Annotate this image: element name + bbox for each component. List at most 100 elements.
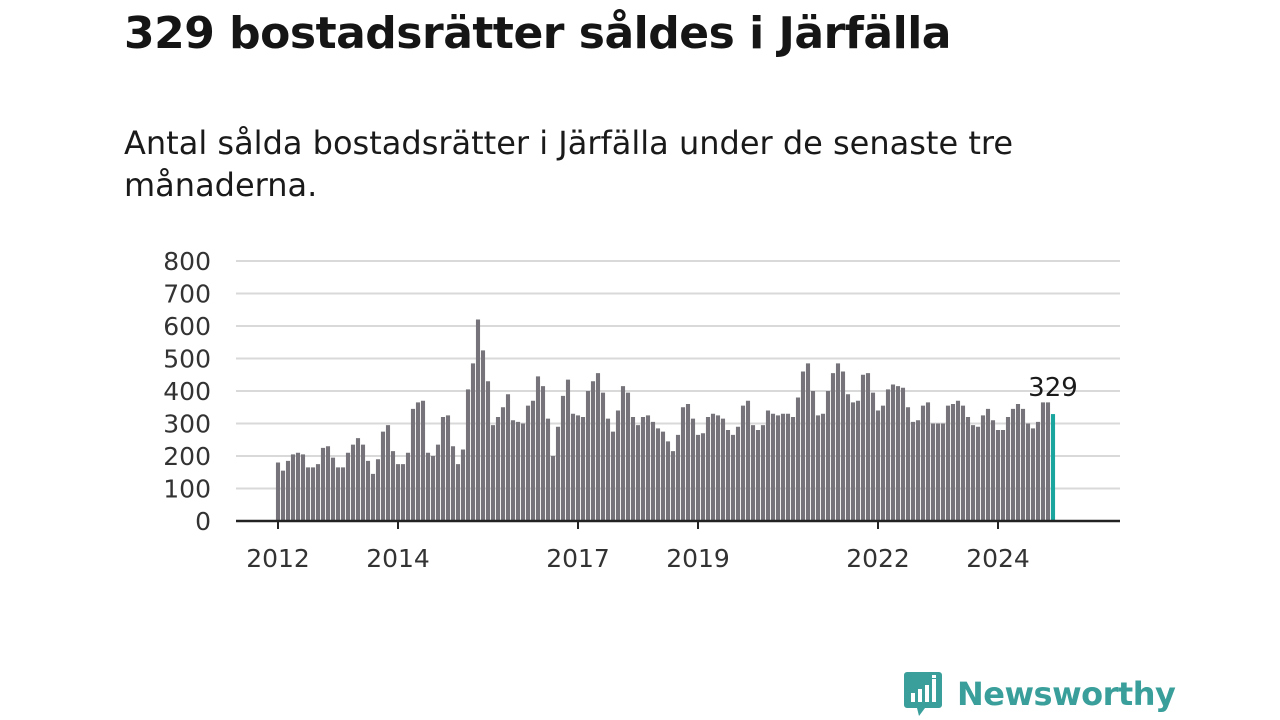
- y-tick-label: 600: [163, 312, 211, 341]
- bar: [290, 454, 296, 522]
- bar: [1035, 421, 1041, 522]
- bar: [530, 400, 536, 521]
- bar: [840, 371, 846, 521]
- bar: [520, 423, 526, 521]
- bar: [990, 420, 996, 521]
- bar: [810, 391, 816, 521]
- bar: [430, 456, 436, 521]
- bar: [495, 417, 501, 521]
- bar: [665, 441, 671, 522]
- bar: [590, 381, 596, 521]
- bar: [305, 467, 311, 522]
- bar: [465, 389, 471, 522]
- bar: [890, 384, 896, 521]
- bar: [505, 394, 511, 521]
- bar: [905, 407, 911, 521]
- bar: [895, 386, 901, 522]
- bar: [805, 363, 811, 522]
- bar: [1025, 423, 1031, 521]
- bar: [705, 417, 711, 521]
- bar: [755, 430, 761, 521]
- bar: [605, 418, 611, 522]
- bar: [885, 389, 891, 522]
- bar: [975, 426, 981, 521]
- bar: [915, 420, 921, 521]
- bar: [460, 449, 466, 521]
- bar: [330, 457, 336, 522]
- bar: [775, 415, 781, 522]
- bar: [900, 387, 906, 521]
- bar: [630, 417, 636, 521]
- bar: [565, 379, 571, 522]
- bar: [325, 446, 331, 521]
- bar: [910, 421, 916, 522]
- bar: [995, 430, 1001, 521]
- latest-value-label: 329: [1028, 373, 1078, 403]
- x-tick-label: 2012: [246, 544, 310, 573]
- x-axis-ticks: 2012 2014 2017 2019 2022 2024: [246, 521, 1030, 573]
- bar: [1020, 408, 1026, 522]
- bar: [595, 373, 601, 522]
- y-tick-label: 500: [163, 345, 211, 374]
- bar: [575, 415, 581, 522]
- bar: [420, 400, 426, 521]
- bar: [375, 459, 381, 521]
- bar: [925, 402, 931, 522]
- bar: [385, 425, 391, 522]
- x-tick-label: 2017: [546, 544, 610, 573]
- bar: [970, 425, 976, 522]
- bar: [780, 413, 786, 521]
- bar: [390, 451, 396, 522]
- bar: [625, 392, 631, 522]
- bar: [370, 473, 376, 522]
- bar: [760, 425, 766, 522]
- bar: [570, 413, 576, 521]
- bar: [545, 418, 551, 522]
- bar: [485, 381, 491, 521]
- newsworthy-logo-icon: [904, 672, 942, 716]
- x-tick-label: 2024: [966, 544, 1030, 573]
- bar: [695, 434, 701, 522]
- bar-highlight: [1050, 414, 1056, 521]
- bar: [615, 410, 621, 521]
- bar: [670, 451, 676, 522]
- bar: [830, 373, 836, 522]
- bar: [560, 395, 566, 522]
- bar: [425, 452, 431, 521]
- bar: [285, 460, 291, 522]
- y-tick-label: 300: [163, 410, 211, 439]
- bar: [745, 400, 751, 521]
- chart-subtitle: Antal sålda bostadsrätter i Järfälla und…: [124, 124, 1014, 204]
- bar: [680, 407, 686, 521]
- bar: [945, 405, 951, 522]
- y-axis-ticks: 0 100 200 300 400 500 600 700 800: [163, 247, 211, 536]
- bar: [510, 420, 516, 521]
- x-tick-label: 2014: [366, 544, 430, 573]
- bar: [645, 415, 651, 522]
- bar: [770, 413, 776, 521]
- y-tick-label: 400: [163, 377, 211, 406]
- bar: [845, 394, 851, 521]
- bar: [540, 386, 546, 522]
- bar: [580, 417, 586, 521]
- bar: [860, 374, 866, 521]
- bar: [620, 386, 626, 522]
- bar: [490, 425, 496, 522]
- bar: [765, 410, 771, 521]
- bar: [365, 460, 371, 522]
- bar: [920, 405, 926, 522]
- bar: [475, 319, 481, 521]
- bar: [785, 413, 791, 521]
- chart-title: 329 bostadsrätter såldes i Järfälla: [124, 8, 951, 59]
- bar: [790, 417, 796, 521]
- bar: [550, 456, 556, 521]
- bar: [725, 430, 731, 521]
- y-tick-label: 700: [163, 280, 211, 309]
- bar: [340, 467, 346, 522]
- bar: [380, 431, 386, 522]
- bar: [800, 371, 806, 521]
- bar: [525, 405, 531, 522]
- bar: [470, 363, 476, 522]
- bar: [685, 404, 691, 521]
- bar: [440, 417, 446, 521]
